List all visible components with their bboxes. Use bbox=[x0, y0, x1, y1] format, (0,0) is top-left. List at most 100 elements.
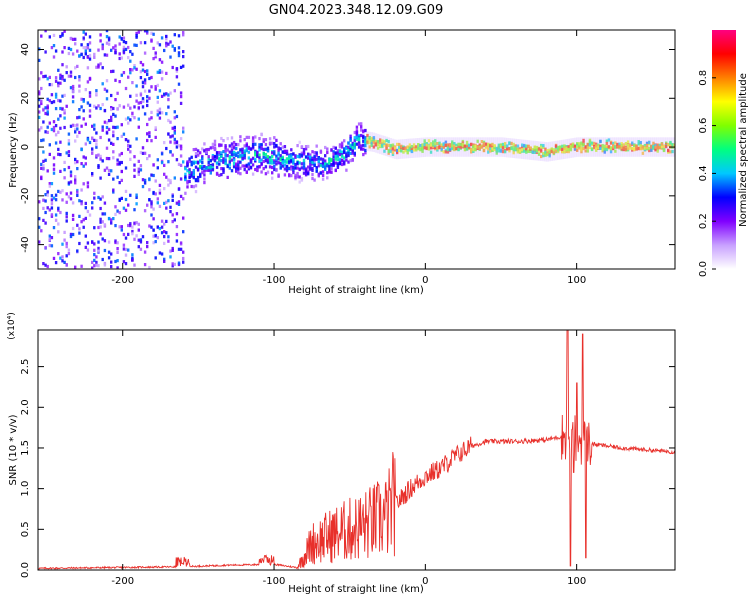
spectrogram-cell bbox=[199, 164, 202, 169]
spectrogram-cell bbox=[211, 142, 215, 146]
spectrogram-cell bbox=[353, 136, 356, 140]
spectrogram-cell bbox=[107, 240, 111, 244]
spectrogram-cell bbox=[249, 158, 253, 162]
spectrogram-cell bbox=[152, 57, 155, 61]
spectrogram-cell bbox=[177, 162, 181, 166]
spectrogram-cell bbox=[302, 163, 306, 167]
spectrogram-cell bbox=[160, 77, 164, 81]
spectrogram-cell bbox=[86, 55, 90, 59]
spectrogram-cell bbox=[243, 138, 246, 142]
spectrogram-cell bbox=[148, 154, 151, 158]
spectrogram-cell bbox=[78, 89, 81, 93]
spectrogram-cell bbox=[118, 153, 121, 157]
spectrogram-cell bbox=[368, 145, 371, 149]
spectrogram-cell bbox=[427, 144, 431, 148]
spectrogram-cell bbox=[40, 138, 43, 143]
spectrogram-cell bbox=[188, 175, 191, 180]
spectrogram-halo bbox=[665, 137, 668, 157]
spectrogram-cell bbox=[531, 150, 534, 154]
spectrogram-cell bbox=[355, 125, 359, 129]
spectrogram-cell bbox=[232, 150, 236, 154]
spectrogram-cell bbox=[67, 252, 71, 256]
spectrogram-cell bbox=[548, 148, 551, 152]
spectrogram-cell bbox=[211, 155, 215, 159]
spectrogram-cell bbox=[143, 178, 147, 182]
spectrogram-cell bbox=[304, 145, 308, 149]
spectrogram-cell bbox=[150, 139, 153, 143]
spectrogram-cell bbox=[65, 200, 68, 204]
spectrogram-cell bbox=[48, 83, 51, 87]
spectrogram-cell bbox=[46, 206, 49, 210]
spectrogram-cell bbox=[667, 148, 670, 152]
spectrogram-halo bbox=[586, 137, 589, 157]
spectrogram-cell bbox=[173, 137, 176, 141]
spectrogram-cell bbox=[69, 232, 73, 236]
spectrogram-cell bbox=[154, 87, 157, 91]
spectrogram-cell bbox=[57, 152, 60, 156]
spectrogram-cell bbox=[336, 151, 340, 155]
spectrogram-halo bbox=[633, 137, 636, 157]
spectrogram-cell bbox=[207, 155, 210, 159]
spectrogram-cell bbox=[285, 167, 289, 171]
spectrogram-cell bbox=[112, 69, 115, 73]
spectrogram-cell bbox=[324, 154, 327, 158]
spectrogram-cell bbox=[107, 127, 111, 131]
spectrogram-cell bbox=[110, 169, 113, 173]
spectrogram-cell bbox=[67, 150, 71, 154]
spectrogram-cell bbox=[387, 143, 390, 147]
spectrogram-cell bbox=[309, 163, 312, 167]
spectrogram-cell bbox=[624, 147, 628, 151]
spectrogram-cell bbox=[177, 51, 181, 55]
spectrogram-cell bbox=[120, 37, 123, 41]
spectrogram-cell bbox=[561, 149, 564, 154]
spectrogram-cell bbox=[52, 171, 56, 175]
spectrogram-cell bbox=[120, 134, 123, 138]
spectrogram-cell bbox=[489, 149, 492, 153]
spectrogram-cell bbox=[525, 147, 528, 151]
spectrogram-cell bbox=[44, 106, 47, 110]
spectrogram-cell bbox=[152, 163, 155, 167]
spectrogram-cell bbox=[158, 183, 162, 187]
spectrogram-cell bbox=[177, 46, 181, 50]
spectrogram-cell bbox=[654, 145, 657, 149]
spectrogram-cell bbox=[207, 168, 210, 172]
spectrogram-cell bbox=[271, 176, 274, 180]
spectrogram-cell bbox=[605, 139, 609, 143]
spectrogram-halo bbox=[516, 139, 520, 159]
spectrogram-cell bbox=[268, 161, 272, 165]
spectrogram-cell bbox=[118, 104, 121, 108]
spectrogram-cell bbox=[235, 166, 238, 170]
spectrogram-cell bbox=[165, 200, 168, 204]
spectrogram-cell bbox=[101, 220, 104, 224]
spectrogram-cell bbox=[91, 147, 94, 151]
spectrogram-cell bbox=[158, 227, 162, 231]
spectrogram-cell bbox=[143, 263, 147, 267]
spectrogram-cell bbox=[497, 146, 501, 150]
spectrogram-cell bbox=[48, 182, 51, 186]
spectrogram-cell bbox=[254, 151, 257, 155]
spectrogram-cell bbox=[364, 129, 367, 133]
spectrogram-cell bbox=[404, 147, 407, 151]
spectrogram-cell bbox=[563, 150, 566, 154]
spectrogram-cell bbox=[283, 145, 287, 149]
spectrogram-cell bbox=[65, 245, 68, 249]
spectrogram-cell bbox=[347, 150, 350, 154]
spectrogram-cell bbox=[457, 144, 460, 149]
spectrogram-cell bbox=[364, 144, 367, 148]
spectrogram-cell bbox=[264, 165, 268, 169]
spectrogram-cell bbox=[46, 125, 49, 129]
spectrogram-cell bbox=[67, 181, 71, 185]
spectrogram-cell bbox=[222, 167, 225, 171]
spectrogram-cell bbox=[154, 135, 157, 139]
spectrogram-cell bbox=[372, 139, 376, 143]
spectrogram-cell bbox=[239, 135, 242, 139]
spectrogram-cell bbox=[110, 141, 113, 145]
spectrogram-cell bbox=[105, 131, 109, 135]
spectrogram-halo bbox=[402, 139, 405, 159]
spectrogram-cell bbox=[59, 99, 62, 103]
spectrogram-cell bbox=[150, 202, 153, 206]
spectrogram-cell bbox=[137, 170, 140, 174]
spectrogram-cell bbox=[71, 52, 75, 56]
spectrogram-cell bbox=[82, 218, 85, 222]
spectrogram-cell bbox=[129, 144, 132, 148]
